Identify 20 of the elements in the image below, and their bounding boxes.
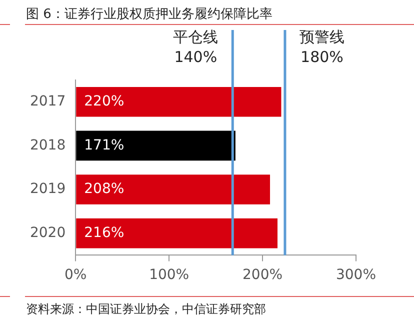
x-tick-label: 0% [64,267,87,284]
y-tick-label: 2020 [30,224,66,241]
y-tick-label: 2019 [30,181,66,198]
data-label: 171% [84,137,124,154]
text: 资料来源：中国证券业协会，中信证券研究部 [26,301,266,318]
data-label: 216% [84,224,124,241]
x-tick-label: 300% [336,267,376,284]
bar [76,174,270,204]
chart-title: 图 6：证券行业股权质押业务履约保障比率 [26,6,272,23]
bar [76,218,278,248]
data-label: 208% [84,181,124,198]
data-label: 220% [84,94,124,110]
ref-line-label: 平仓线 140% [173,28,218,66]
bar [76,87,282,117]
y-tick-label: 2018 [30,137,66,154]
x-tick-label: 100% [149,267,190,284]
ref-line-label: 预警线 180% [299,28,344,66]
bar [76,130,236,161]
y-tick-label: 2017 [30,94,66,110]
x-tick-label: 200% [242,267,283,284]
